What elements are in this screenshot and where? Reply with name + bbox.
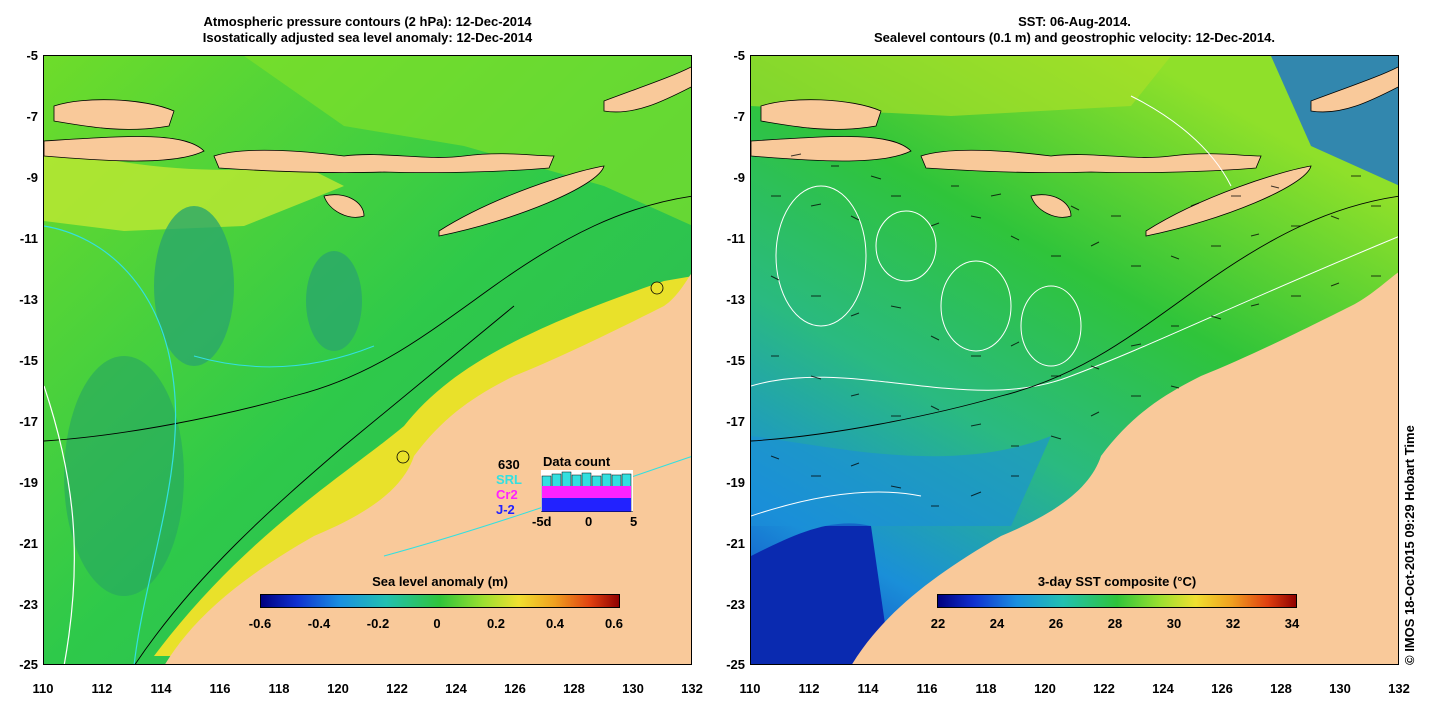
lat-tick: -15 xyxy=(19,353,38,368)
lon-tick: 112 xyxy=(798,681,820,696)
sla-colorbar xyxy=(260,594,620,608)
lon-tick: 120 xyxy=(1034,681,1056,696)
lon-tick: 122 xyxy=(1093,681,1115,696)
sla-tick: 0 xyxy=(433,616,441,631)
lat-tick: -21 xyxy=(726,536,745,551)
lat-tick: -15 xyxy=(726,353,745,368)
sat-label-j2: J-2 xyxy=(496,502,515,517)
sst-tick: 34 xyxy=(1284,616,1300,631)
data-count-histogram xyxy=(541,470,633,512)
sst-tick: 24 xyxy=(989,616,1005,631)
lat-tick: -25 xyxy=(19,657,38,672)
sla-colorbar-title: Sea level anomaly (m) xyxy=(372,574,508,589)
data-count-title: Data count xyxy=(543,454,611,469)
left-title: Atmospheric pressure contours (2 hPa): 1… xyxy=(43,14,692,46)
lon-tick: 122 xyxy=(386,681,408,696)
sla-tick: 0.4 xyxy=(545,616,565,631)
velocity-arrows xyxy=(770,153,1381,507)
data-count-max: 630 xyxy=(498,457,520,472)
hist-bars xyxy=(541,471,632,512)
lat-tick: -21 xyxy=(19,536,38,551)
lon-tick: 126 xyxy=(1211,681,1233,696)
lat-tick: -9 xyxy=(26,170,38,185)
lon-tick: 130 xyxy=(1329,681,1351,696)
lat-tick: -17 xyxy=(726,414,745,429)
hist-tick: 5 xyxy=(630,514,638,529)
lat-tick: -23 xyxy=(19,597,38,612)
lon-tick: 116 xyxy=(209,681,231,696)
lat-tick: -19 xyxy=(726,475,745,490)
lat-tick: -19 xyxy=(19,475,38,490)
lat-tick: -13 xyxy=(726,292,745,307)
lon-tick: 118 xyxy=(975,681,997,696)
lon-tick: 126 xyxy=(504,681,526,696)
lat-tick: -7 xyxy=(733,109,745,124)
lon-tick: 128 xyxy=(563,681,585,696)
imos-credit: © IMOS 18-Oct-2015 09:29 Hobart Time xyxy=(1402,425,1417,665)
hist-tick: 0 xyxy=(585,514,593,529)
lon-tick: 124 xyxy=(1152,681,1174,696)
lon-tick: 110 xyxy=(739,681,761,696)
lon-tick: 128 xyxy=(1270,681,1292,696)
hist-tick: -5d xyxy=(532,514,552,529)
sst-tick: 30 xyxy=(1166,616,1182,631)
lon-tick: 116 xyxy=(916,681,938,696)
sst-tick: 22 xyxy=(930,616,946,631)
lat-tick: -11 xyxy=(726,231,745,246)
sst-tick: 32 xyxy=(1225,616,1241,631)
sla-tick: 0.2 xyxy=(486,616,506,631)
sla-tick: -0.4 xyxy=(307,616,331,631)
lat-tick: -9 xyxy=(733,170,745,185)
lon-tick: 132 xyxy=(681,681,703,696)
left-title-line2: Isostatically adjusted sea level anomaly… xyxy=(202,30,533,45)
sla-tick: -0.6 xyxy=(248,616,272,631)
sat-label-cr2: Cr2 xyxy=(496,487,518,502)
lat-tick: -25 xyxy=(726,657,745,672)
left-title-line1: Atmospheric pressure contours (2 hPa): 1… xyxy=(203,14,532,29)
lon-tick: 132 xyxy=(1388,681,1410,696)
sea-level-anomaly-map xyxy=(43,55,692,665)
lat-tick: -13 xyxy=(19,292,38,307)
lon-tick: 130 xyxy=(622,681,644,696)
lon-tick: 114 xyxy=(150,681,172,696)
lon-tick: 124 xyxy=(445,681,467,696)
sla-tick: -0.2 xyxy=(366,616,390,631)
lat-tick: -5 xyxy=(26,48,38,63)
sst-colorbar-title: 3-day SST composite (°C) xyxy=(1037,574,1197,589)
lat-tick: -5 xyxy=(733,48,745,63)
lat-tick: -17 xyxy=(19,414,38,429)
lon-tick: 118 xyxy=(268,681,290,696)
lon-tick: 112 xyxy=(91,681,113,696)
lon-tick: 120 xyxy=(327,681,349,696)
lon-tick: 114 xyxy=(857,681,879,696)
right-title-line1: SST: 06-Aug-2014. xyxy=(1018,14,1131,29)
sst-tick: 26 xyxy=(1048,616,1064,631)
sst-tick: 28 xyxy=(1107,616,1123,631)
right-title-line2: Sealevel contours (0.1 m) and geostrophi… xyxy=(874,30,1275,45)
right-title: SST: 06-Aug-2014. Sealevel contours (0.1… xyxy=(750,14,1399,46)
lat-tick: -23 xyxy=(726,597,745,612)
lat-tick: -11 xyxy=(19,231,38,246)
sst-colorbar xyxy=(937,594,1297,608)
sla-tick: 0.6 xyxy=(604,616,624,631)
lon-tick: 110 xyxy=(32,681,54,696)
sat-label-srl: SRL xyxy=(496,472,522,487)
lat-tick: -7 xyxy=(26,109,38,124)
sst-map xyxy=(750,55,1399,665)
